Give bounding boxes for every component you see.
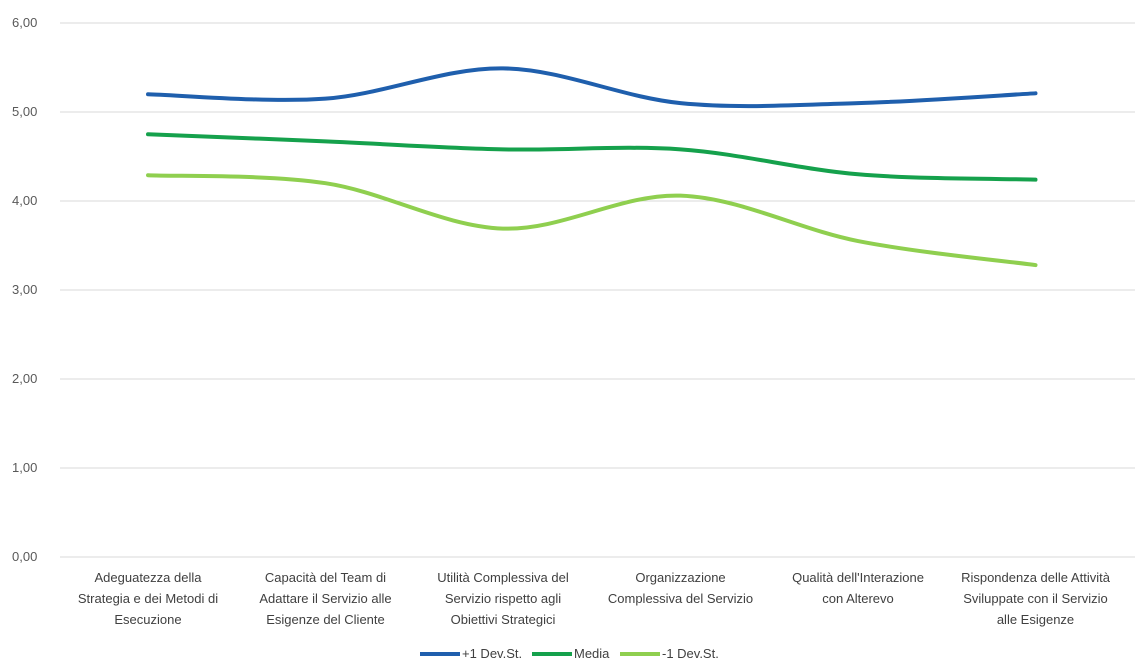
x-axis-categories: Adeguatezza della Strategia e dei Metodi … bbox=[78, 570, 1111, 627]
series-line-2 bbox=[146, 132, 1038, 182]
y-tick-label: 5,00 bbox=[12, 104, 37, 119]
x-category-label: Capacità del Team di Adattare il Servizio… bbox=[259, 570, 391, 627]
legend: +1 Dev.St. Media -1 Dev.St. bbox=[420, 646, 719, 661]
y-tick-label: 4,00 bbox=[12, 193, 37, 208]
legend-label: -1 Dev.St. bbox=[662, 646, 719, 661]
series-line-3 bbox=[146, 173, 1038, 268]
x-category-label: Adeguatezza della Strategia e dei Metodi … bbox=[78, 570, 218, 627]
legend-item: Media bbox=[532, 646, 610, 661]
legend-label: Media bbox=[574, 646, 610, 661]
x-category-label: Qualità dell'Interazione con Alterevo bbox=[792, 570, 924, 606]
series-lines bbox=[146, 66, 1038, 268]
series-line-1 bbox=[146, 66, 1038, 109]
y-tick-label: 2,00 bbox=[12, 371, 37, 386]
legend-item: -1 Dev.St. bbox=[620, 646, 719, 661]
gridlines bbox=[60, 22, 1135, 558]
y-axis-ticks: 0,00 1,00 2,00 3,00 4,00 5,00 6,00 bbox=[12, 15, 37, 564]
y-tick-label: 6,00 bbox=[12, 15, 37, 30]
y-tick-label: 1,00 bbox=[12, 460, 37, 475]
x-category-label: Organizzazione Complessiva del Servizio bbox=[608, 570, 753, 606]
y-tick-label: 0,00 bbox=[12, 549, 37, 564]
x-category-label: Rispondenza delle Attività Sviluppate con… bbox=[961, 570, 1111, 627]
legend-label: +1 Dev.St. bbox=[462, 646, 522, 661]
y-tick-label: 3,00 bbox=[12, 282, 37, 297]
legend-item: +1 Dev.St. bbox=[420, 646, 522, 661]
x-category-label: Utilità Complessiva del Servizio rispetto… bbox=[437, 570, 569, 627]
